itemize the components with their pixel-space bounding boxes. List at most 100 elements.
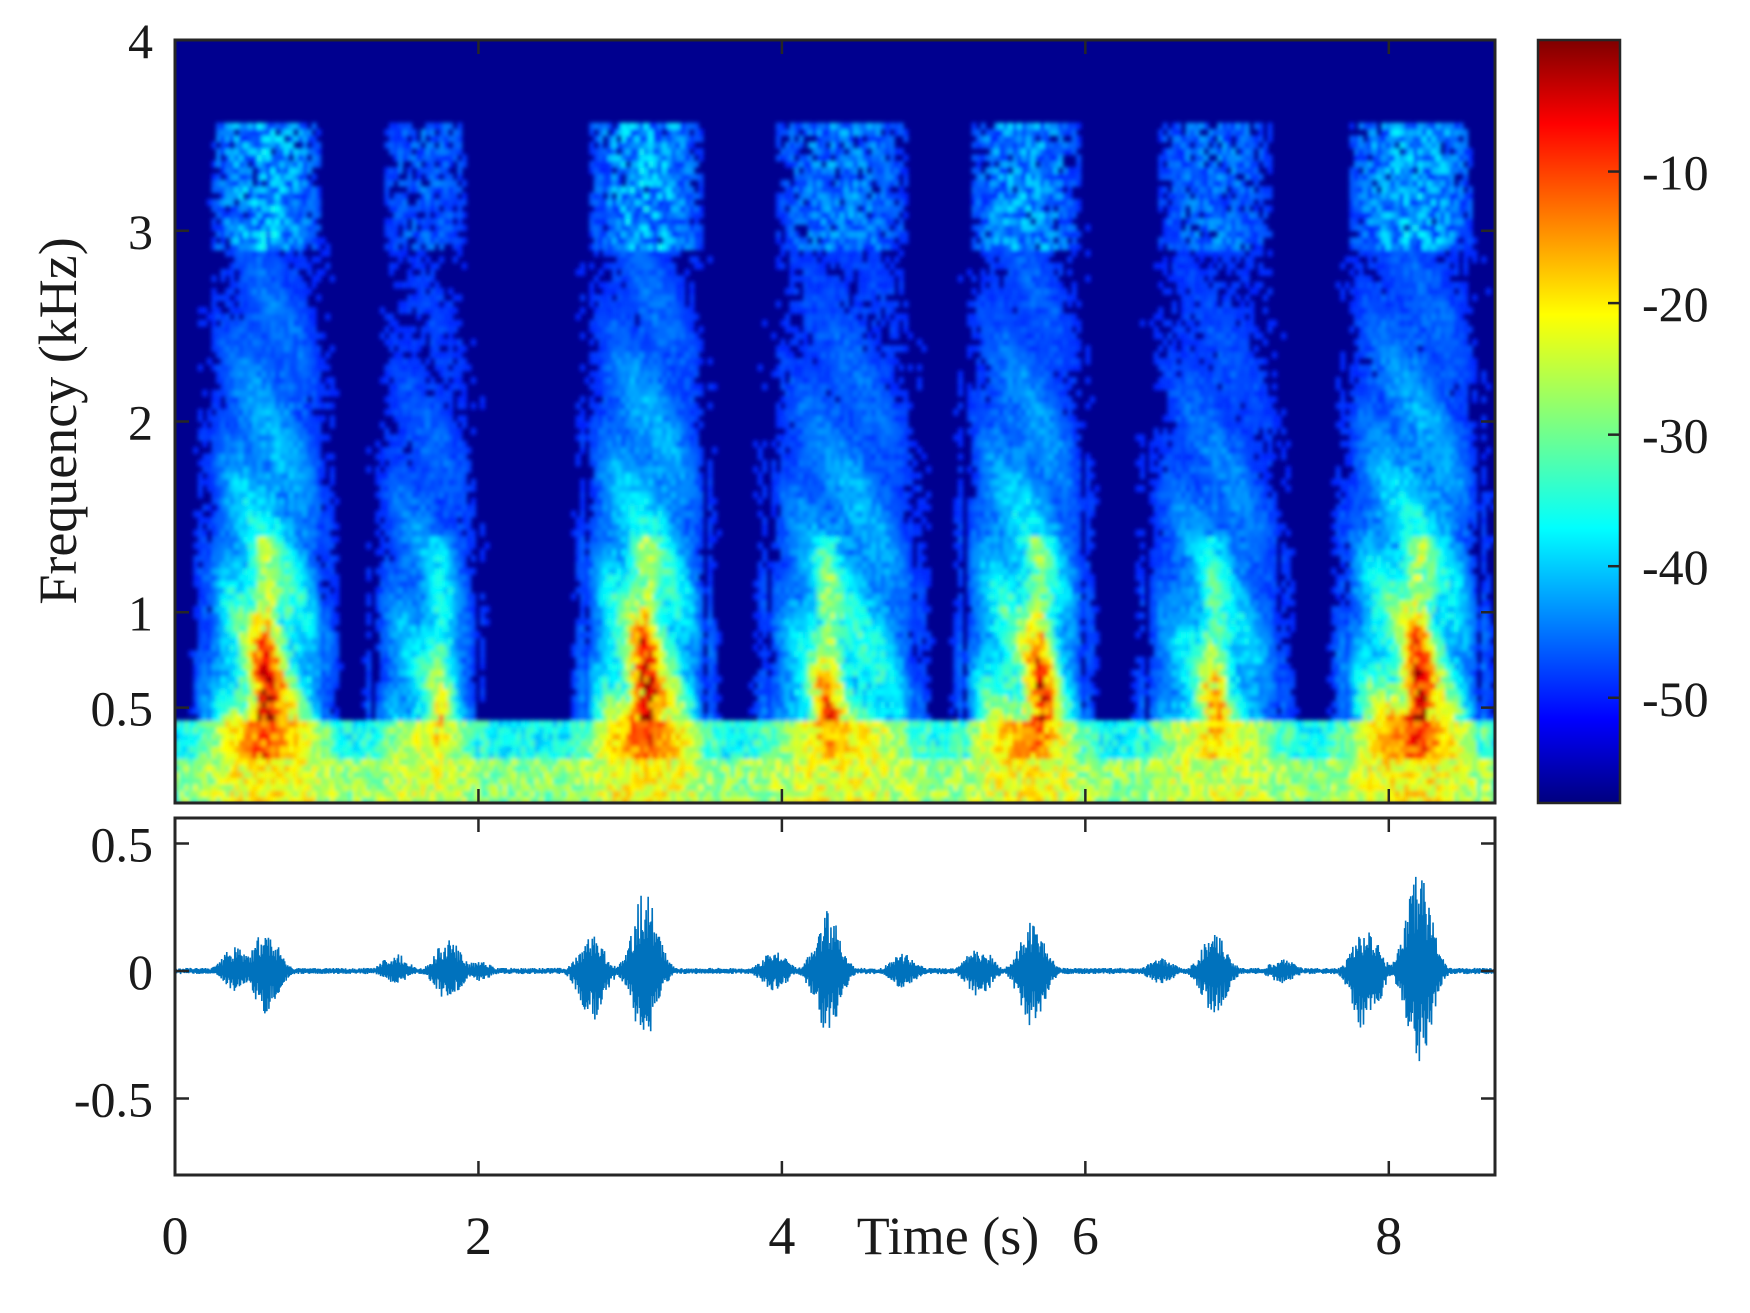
spectrogram-cell: [453, 193, 458, 200]
spectrogram-cell: [266, 148, 271, 155]
spectrogram-cell: [289, 523, 294, 530]
spectrogram-cell: [366, 650, 371, 657]
spectrogram-cell: [371, 739, 376, 746]
spectrogram-cell: [393, 352, 398, 359]
spectrogram-cell: [207, 479, 212, 486]
spectrogram-cell: [261, 307, 266, 314]
spectrogram-cell: [403, 237, 408, 244]
spectrogram-cell: [257, 199, 262, 206]
spectrogram-cell: [243, 275, 248, 282]
spectrogram-cell: [221, 193, 226, 200]
spectrogram-cell: [434, 345, 439, 352]
spectrogram-cell: [444, 568, 449, 575]
spectrogram-cell: [457, 752, 462, 759]
spectrogram-cell: [307, 447, 312, 454]
spectrogram-cell: [462, 619, 467, 626]
spectrogram-cell: [202, 517, 207, 524]
spectrogram-cell: [261, 212, 266, 219]
spectrogram-cell: [389, 466, 394, 473]
spectrogram-cell: [321, 390, 326, 397]
spectrogram-cell: [462, 714, 467, 721]
spectrogram-cell: [271, 638, 276, 645]
spectrogram-cell: [211, 161, 216, 168]
spectrogram-cell: [375, 701, 380, 708]
spectrogram-cell: [239, 250, 244, 257]
spectrogram-cell: [312, 174, 317, 181]
spectrogram-cell: [234, 644, 239, 651]
spectrogram-cell: [257, 580, 262, 587]
spectrogram-cell: [425, 282, 430, 289]
spectrogram-cell: [225, 733, 230, 740]
spectrogram-cell: [384, 167, 389, 174]
spectrogram-cell: [380, 739, 385, 746]
spectrogram-cell: [280, 689, 285, 696]
spectrogram-cell: [252, 720, 257, 727]
spectrogram-cell: [416, 771, 421, 778]
spectrogram-cell: [389, 606, 394, 613]
spectrogram-cell: [275, 536, 280, 543]
spectrogram-cell: [453, 542, 458, 549]
spectrogram-cell: [284, 580, 289, 587]
spectrogram-cell: [271, 549, 276, 556]
spectrogram-cell: [257, 695, 262, 702]
spectrogram-cell: [425, 657, 430, 664]
spectrogram-cell: [293, 739, 298, 746]
spectrogram-cell: [261, 657, 266, 664]
spectrogram-cell: [293, 593, 298, 600]
spectrogram-cell: [453, 517, 458, 524]
spectrogram-cell: [462, 263, 467, 270]
spectrogram-cell: [225, 123, 230, 130]
spectrogram-cell: [416, 517, 421, 524]
spectrogram-cell: [284, 600, 289, 607]
spectrogram-cell: [298, 491, 303, 498]
spectrogram-cell: [216, 580, 221, 587]
spectrogram-cell: [266, 536, 271, 543]
spectrogram-cell: [302, 536, 307, 543]
spectrogram-cell: [485, 727, 490, 734]
spectrogram-cell: [325, 498, 330, 505]
spectrogram-cell: [266, 784, 271, 791]
spectrogram-cell: [444, 790, 449, 797]
spectrogram-cell: [234, 123, 239, 130]
spectrogram-cell: [439, 123, 444, 130]
spectrogram-cell: [462, 587, 467, 594]
spectrogram-cell: [252, 453, 257, 460]
spectrogram-cell: [375, 600, 380, 607]
spectrogram-cell: [421, 638, 426, 645]
spectrogram-cell: [302, 542, 307, 549]
spectrogram-cell: [448, 460, 453, 467]
spectrogram-cell: [444, 364, 449, 371]
spectrogram-cell: [293, 415, 298, 422]
spectrogram-cell: [398, 784, 403, 791]
spectrogram-cell: [275, 485, 280, 492]
spectrogram-cell: [462, 479, 467, 486]
spectrogram-cell: [257, 371, 262, 378]
spectrogram-cell: [330, 504, 335, 511]
spectrogram-cell: [289, 619, 294, 626]
spectrogram-cell: [444, 771, 449, 778]
spectrogram-cell: [266, 345, 271, 352]
spectrogram-cell: [312, 727, 317, 734]
spectrogram-cell: [307, 377, 312, 384]
spectrogram-cell: [430, 587, 435, 594]
spectrogram-cell: [421, 237, 426, 244]
spectrogram-cell: [398, 396, 403, 403]
spectrogram-cell: [412, 644, 417, 651]
spectrogram-cell: [316, 199, 321, 206]
spectrogram-cell: [389, 708, 394, 715]
spectrogram-cell: [298, 593, 303, 600]
spectrogram-cell: [389, 739, 394, 746]
spectrogram-cell: [189, 746, 194, 753]
spectrogram-cell: [252, 371, 257, 378]
spectrogram-cell: [216, 390, 221, 397]
spectrogram-cell: [248, 758, 253, 765]
spectrogram-cell: [202, 568, 207, 575]
spectrogram-cell: [439, 778, 444, 785]
spectrogram-cell: [434, 294, 439, 301]
spectrogram-cell: [261, 383, 266, 390]
spectrogram-cell: [230, 574, 235, 581]
spectrogram-cell: [289, 123, 294, 130]
spectrogram-cell: [439, 193, 444, 200]
spectrogram-cell: [289, 600, 294, 607]
spectrogram-cell: [444, 326, 449, 333]
